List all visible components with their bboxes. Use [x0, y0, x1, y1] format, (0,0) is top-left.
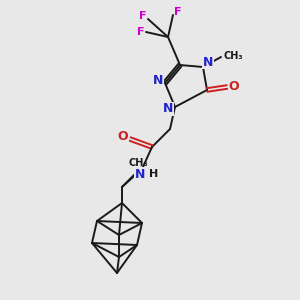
Text: N: N	[163, 103, 173, 116]
Text: F: F	[137, 27, 145, 37]
Text: H: H	[149, 169, 158, 179]
Text: F: F	[174, 7, 182, 17]
Text: N: N	[153, 74, 163, 88]
Text: N: N	[135, 167, 145, 181]
Text: CH₃: CH₃	[223, 51, 243, 61]
Text: F: F	[139, 11, 147, 21]
Text: N: N	[203, 56, 213, 68]
Text: O: O	[118, 130, 128, 142]
Text: CH₃: CH₃	[128, 158, 148, 168]
Text: O: O	[229, 80, 239, 94]
